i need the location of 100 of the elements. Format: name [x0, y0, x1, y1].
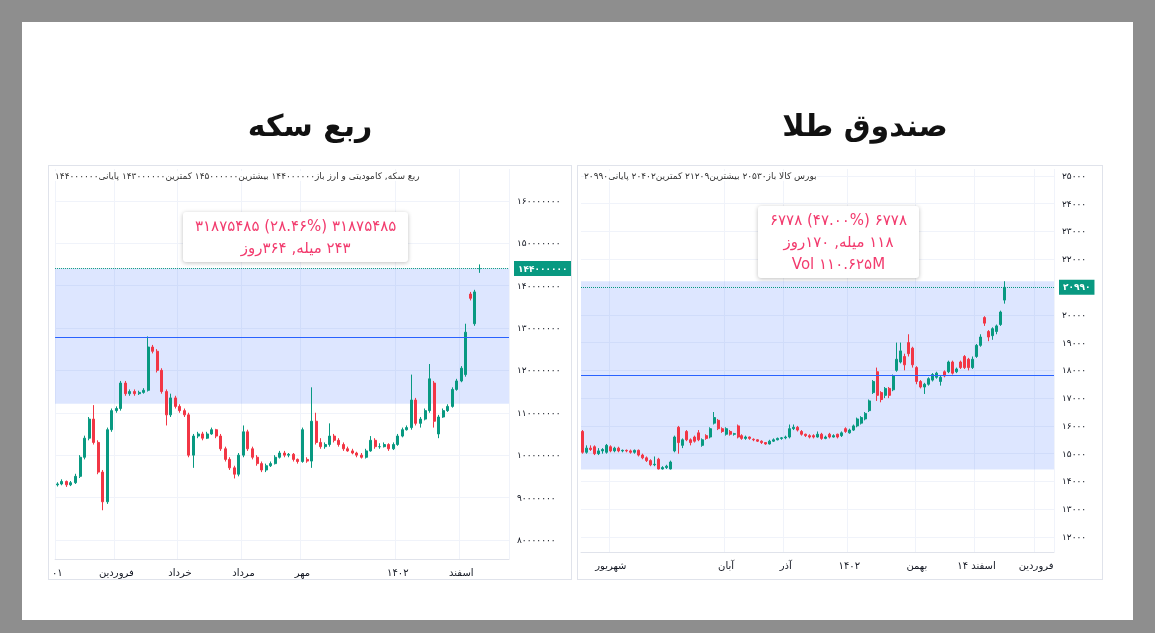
candlestick [653, 455, 656, 467]
candlestick [884, 386, 887, 399]
candlestick [713, 411, 716, 426]
candlestick [649, 458, 652, 467]
candlestick [306, 456, 309, 464]
candlestick [355, 451, 358, 458]
candlestick [342, 441, 345, 452]
candlestick [637, 449, 640, 457]
candlestick [677, 425, 680, 455]
candlestick [947, 360, 950, 374]
candlestick [351, 448, 354, 455]
candlestick [387, 442, 390, 452]
candlestick [119, 380, 122, 412]
candlestick [274, 454, 277, 465]
candlestick [744, 435, 747, 441]
candlestick [206, 431, 209, 440]
annotation: ۱۱۸ میله, ۱۷۰روز [782, 232, 895, 253]
candlestick [768, 439, 771, 446]
candlestick [951, 360, 954, 376]
candlestick [197, 431, 200, 439]
candlestick [597, 447, 600, 456]
candlestick [278, 450, 281, 460]
candlestick [725, 426, 728, 437]
candlestick [983, 315, 986, 327]
y-tick-label: ۲۳۰۰۰ [1062, 226, 1087, 237]
candlestick [625, 449, 628, 453]
candlestick [657, 457, 660, 470]
candlestick [971, 355, 974, 370]
y-tick-label: ۲۰۰۰۰ [1062, 309, 1087, 320]
candlestick [69, 480, 72, 487]
candlestick [613, 446, 616, 453]
candlestick [401, 427, 404, 438]
candlestick [414, 397, 417, 426]
y-tick-label: ۲۵۰۰۰ [1062, 170, 1087, 181]
candlestick [360, 452, 363, 460]
candlestick [609, 444, 612, 453]
candlestick [169, 393, 172, 418]
x-tick-label: اسفند [449, 566, 474, 578]
candlestick [92, 404, 95, 446]
candlestick [473, 289, 476, 327]
candlestick [419, 416, 422, 429]
candlestick [165, 388, 168, 426]
candlestick [991, 326, 994, 341]
candlestick [410, 374, 413, 431]
candlestick [748, 435, 751, 441]
candlestick [310, 386, 313, 469]
candlestick [915, 365, 918, 385]
candlestick [589, 444, 592, 452]
candlestick [433, 380, 436, 429]
candlestick [65, 480, 68, 488]
candlestick [138, 390, 141, 396]
candlestick [808, 433, 811, 439]
candlestick [437, 414, 440, 439]
annotation: ۳۱۸۷۵۴۸۵ (۲۸.۴۶%) ۳۱۸۷۵۴۸۵ [195, 216, 397, 237]
candlestick [210, 427, 213, 436]
candlestick [629, 449, 632, 455]
candlestick [246, 429, 249, 452]
candlestick [820, 432, 823, 441]
candlestick [764, 441, 767, 446]
chart-title: صندوق طلا [781, 108, 949, 143]
candlestick [328, 422, 331, 448]
y-tick-label: ۱۶۰۰۰۰۰۰۰ [517, 195, 561, 206]
y-tick-label: ۱۸۰۰۰ [1062, 365, 1087, 376]
candlestick [856, 417, 859, 428]
candlestick [201, 431, 204, 441]
candlestick [697, 429, 700, 442]
candlestick [396, 433, 399, 447]
x-tick-label: فروردین [98, 566, 134, 579]
candlestick [661, 465, 664, 470]
candlestick [816, 430, 819, 439]
candlestick [717, 418, 720, 431]
y-tick-label: ۱۳۰۰۰۰۰۰۰ [517, 322, 561, 333]
y-tick-label: ۱۹۰۰۰ [1062, 337, 1087, 348]
candlestick [142, 387, 145, 395]
candlestick [800, 429, 803, 437]
y-tick-label: ۲۴۰۰۰ [1062, 198, 1087, 209]
candlestick [967, 357, 970, 371]
candlestick [601, 447, 604, 455]
x-tick-label: مهر [293, 566, 311, 579]
x-tick-label: ۱۴۰۲ [387, 566, 409, 578]
candlestick [469, 291, 472, 301]
candlestick [242, 424, 245, 458]
y-tick-label: ۱۵۰۰۰ [1062, 448, 1087, 459]
candlestick [876, 367, 879, 402]
candlestick [464, 323, 467, 378]
candlestick [151, 344, 154, 354]
candlestick [133, 388, 136, 397]
candlestick [124, 380, 127, 397]
candlestick [88, 416, 91, 441]
candlestick [315, 412, 318, 446]
candlestick [892, 374, 895, 392]
candlestick [955, 367, 958, 374]
y-tick-label: ۱۱۰۰۰۰۰۰۰ [517, 407, 561, 418]
candlestick [701, 437, 704, 448]
x-tick-label: فروردین [1018, 559, 1054, 572]
candlestick [192, 433, 195, 469]
candlestick [844, 426, 847, 434]
candlestick [621, 449, 624, 453]
candlestick [752, 437, 755, 442]
candlestick [895, 342, 898, 373]
